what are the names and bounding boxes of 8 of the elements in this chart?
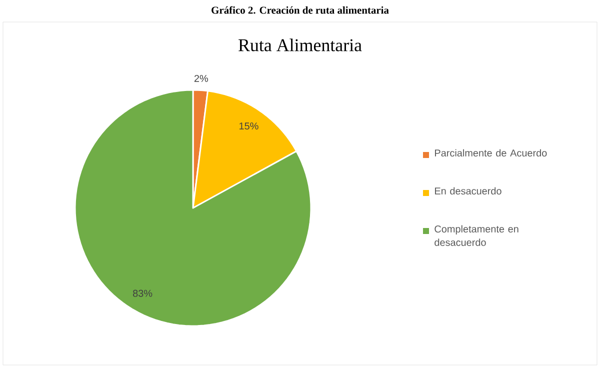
chart-subtitle: Ruta Alimentaria bbox=[238, 38, 362, 52]
data-label: 83% bbox=[133, 290, 152, 297]
chart-title: Gráfico 2. Creación de ruta alimentaria bbox=[212, 6, 389, 14]
legend-label: Parcialmente de Acuerdo bbox=[435, 149, 547, 157]
legend-label: En desacuerdo bbox=[435, 187, 502, 195]
data-label: 15% bbox=[240, 122, 258, 130]
data-label: 2% bbox=[194, 74, 208, 82]
legend-label: Completamente en desacuerdo bbox=[434, 225, 518, 246]
